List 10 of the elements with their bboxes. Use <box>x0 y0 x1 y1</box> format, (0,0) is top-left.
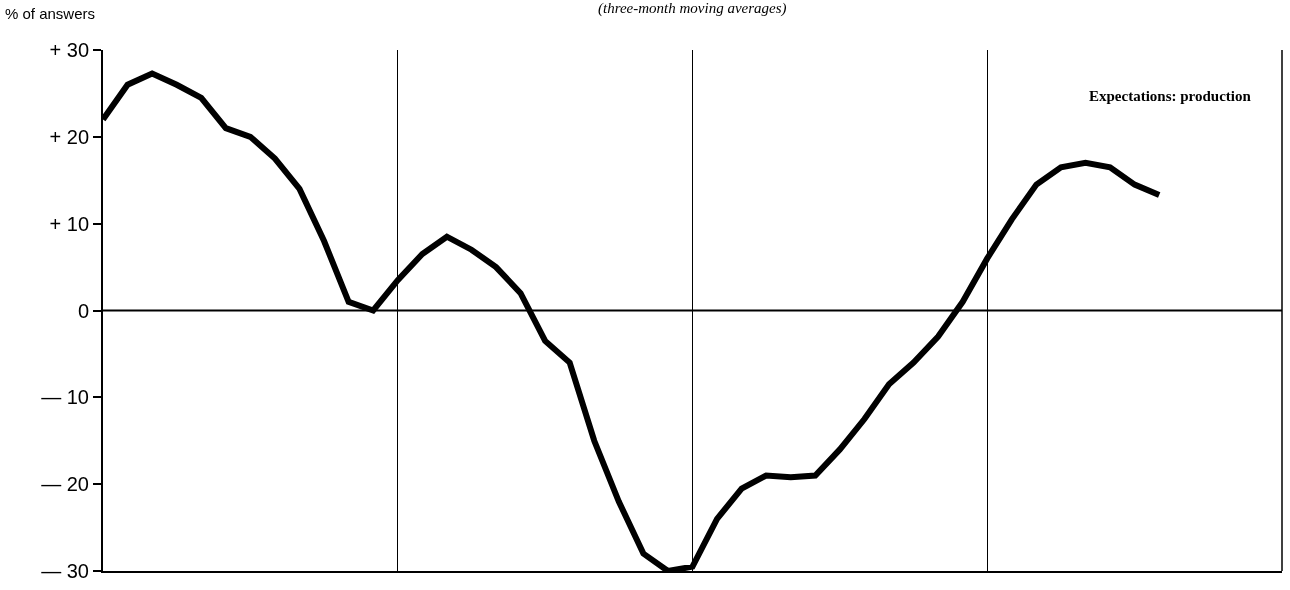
y-tick-label: 0 <box>77 299 89 322</box>
y-tick-label: + 20 <box>49 125 89 148</box>
y-axis-title: % of answers <box>5 5 96 22</box>
y-tick-label: — 30 <box>41 560 89 582</box>
chart-subtitle: (three-month moving averages) <box>598 0 787 17</box>
y-tick-label: + 30 <box>49 39 89 61</box>
y-tick-label: + 10 <box>49 212 89 235</box>
annotation: Expectations: production <box>1089 88 1252 104</box>
y-tick-label: — 10 <box>41 386 89 409</box>
y-tick-label: — 20 <box>41 473 89 496</box>
